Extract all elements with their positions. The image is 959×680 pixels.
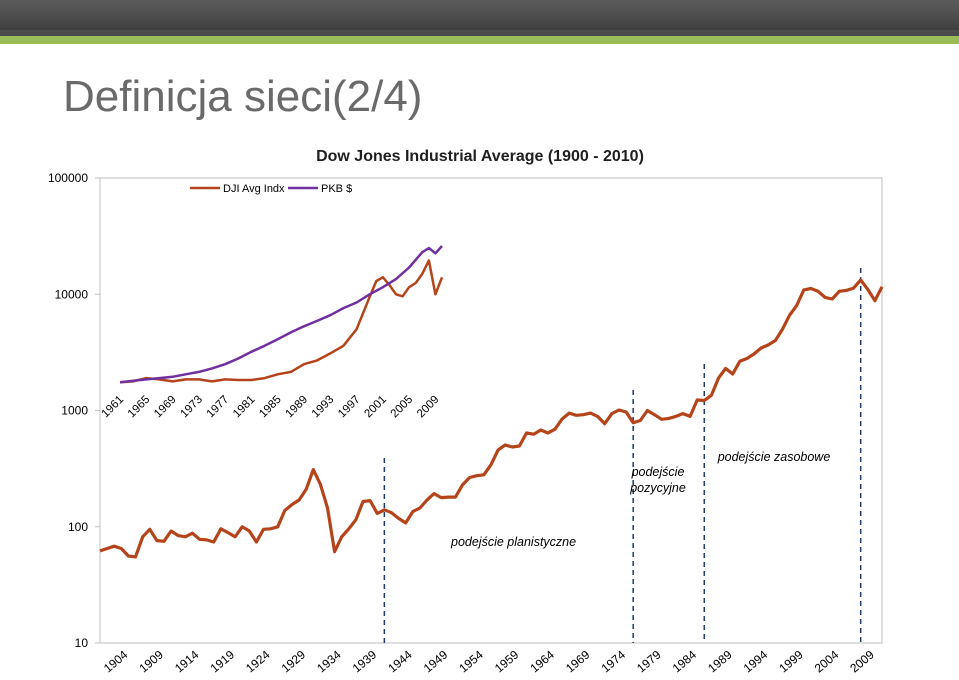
series-line-dji [99, 278, 884, 559]
y-tick-label: 100 [68, 520, 88, 534]
y-tick-label: 10 [75, 636, 89, 650]
y-tick-label: 100000 [48, 171, 88, 185]
inset-x-tick-label: 1993 [310, 394, 337, 421]
inset-x-tick-label: 1981 [231, 394, 258, 421]
x-tick-label: 1939 [350, 647, 380, 675]
inset-x-tick-label: 1977 [205, 394, 232, 421]
inset-x-tick-label: 2005 [389, 394, 416, 421]
x-tick-label: 1974 [599, 647, 629, 675]
inset-x-tick-label: 1969 [152, 394, 179, 421]
inset-x-tick-label: 1973 [178, 394, 205, 421]
inset-x-tick-label: 1997 [336, 394, 363, 421]
y-tick-label: 10000 [55, 287, 89, 301]
inset-x-tick-label: 2001 [362, 394, 389, 421]
x-tick-label: 1904 [101, 647, 131, 675]
x-tick-label: 1964 [527, 647, 557, 675]
x-tick-label: 2004 [812, 647, 842, 675]
x-tick-label: 1919 [208, 647, 238, 675]
inset-x-tick-label: 1965 [126, 394, 153, 421]
x-tick-label: 1914 [172, 647, 202, 675]
annotation-pozycyjne-2: pozycyjne [629, 481, 686, 495]
x-tick-label: 1954 [456, 647, 486, 675]
annotation-pozycyjne-1: podejście [631, 465, 685, 479]
slide-header-shadow [0, 30, 959, 36]
slide-title: Definicja sieci(2/4) [63, 72, 423, 121]
x-tick-label: 1909 [136, 647, 166, 675]
inset-series-line-pkb [119, 245, 443, 384]
inset-x-tick-label: 1985 [257, 394, 284, 421]
x-tick-label: 1999 [776, 647, 806, 675]
slide-header-accent [0, 36, 959, 44]
x-tick-label: 1929 [279, 647, 309, 675]
legend-label: PKB $ [321, 183, 352, 195]
chart-title: Dow Jones Industrial Average (1900 - 201… [316, 148, 644, 165]
x-tick-label: 1994 [741, 647, 771, 675]
x-tick-label: 1989 [705, 647, 735, 675]
x-tick-label: 1934 [314, 647, 344, 675]
slide-header-bar [0, 0, 959, 30]
inset-series-line-dji [119, 259, 444, 384]
x-tick-label: 1979 [634, 647, 664, 675]
annotation-zasobowe: podejście zasobowe [717, 450, 831, 464]
x-tick-label: 1949 [421, 647, 451, 675]
inset-x-tick-label: 2009 [415, 394, 442, 421]
x-tick-label: 1924 [243, 647, 273, 675]
x-tick-label: 1969 [563, 647, 593, 675]
y-tick-label: 1000 [61, 404, 88, 418]
x-tick-label: 1984 [670, 647, 700, 675]
x-tick-label: 1959 [492, 647, 522, 675]
legend-label: DJI Avg Indx [223, 183, 285, 195]
annotation-planistyczne: podejście planistyczne [450, 535, 576, 549]
x-tick-label: 2009 [847, 647, 877, 675]
inset-x-tick-label: 1989 [284, 394, 311, 421]
x-tick-label: 1944 [385, 647, 415, 675]
inset-x-tick-label: 1961 [100, 394, 127, 421]
